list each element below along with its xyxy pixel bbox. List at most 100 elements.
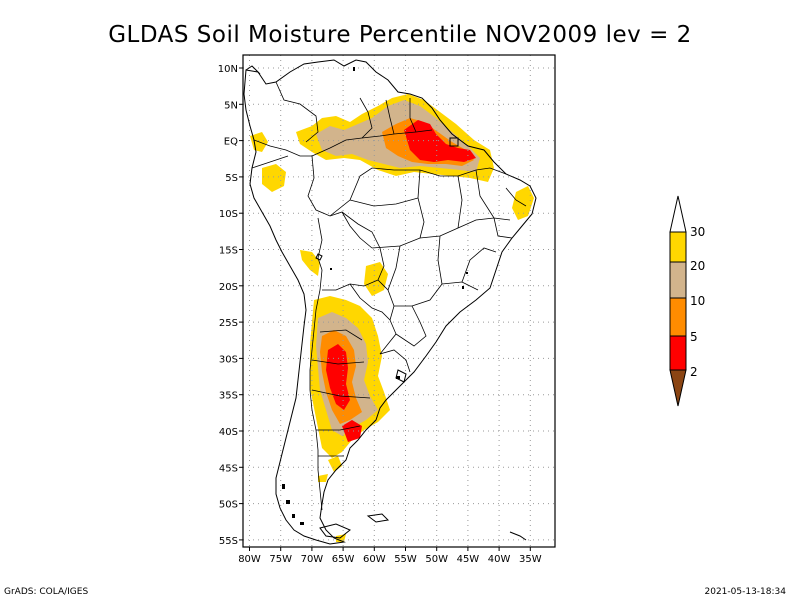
border-suriname-fguiana — [409, 98, 417, 133]
footer-timestamp: 2021-05-13-18:34 — [705, 587, 787, 597]
color-legend: 30 20 10 5 2 — [669, 195, 705, 407]
latitude-tick-label: 5S — [225, 173, 238, 184]
marajo-island — [449, 137, 459, 147]
border-peru-bolivia — [317, 217, 323, 271]
latitude-tick-label: 5N — [224, 100, 238, 111]
shade-yellow-patagonia2 — [318, 474, 328, 482]
border-brazil-states-13 — [475, 167, 507, 175]
legend-label: 5 — [690, 330, 698, 344]
tierra-del-fuego — [319, 523, 351, 539]
longitude-tick-label: 45W — [457, 554, 480, 565]
legend-swatch — [669, 335, 687, 371]
percentile-shading — [250, 94, 534, 542]
border-brazil-states-7 — [441, 281, 479, 291]
lake-specks — [282, 67, 468, 525]
longitude-tick-label: 35W — [519, 554, 542, 565]
border-brazil-states-9 — [395, 305, 427, 347]
border-paraguay-argentina — [349, 283, 391, 321]
border-brazil-states-6 — [394, 235, 443, 307]
border-uruguay-brazil — [379, 349, 411, 373]
border-chile-argentina — [309, 269, 323, 511]
border-ecuador-peru — [251, 155, 289, 169]
south-georgia — [509, 531, 527, 541]
border-colombia-peru — [253, 139, 312, 157]
falklands — [366, 513, 390, 523]
coastlines — [243, 59, 537, 545]
legend-swatch — [669, 231, 687, 263]
border-colombia-venezuela — [275, 81, 319, 143]
longitude-tick-label: 75W — [269, 554, 292, 565]
longitude-axis: 80W 75W 70W 65W 60W 55W 50W 45W 40W 35W — [238, 547, 542, 565]
border-venezuela-guyana — [359, 97, 373, 139]
longitude-tick-label: 65W — [332, 554, 355, 565]
shade-red-north — [404, 120, 476, 162]
latitude-tick-label: 35S — [219, 391, 238, 402]
map-title: GLDAS Soil Moisture Percentile NOV2009 l… — [108, 22, 692, 48]
latitude-tick-label: 50S — [219, 500, 238, 511]
border-paraguay-brazil — [377, 279, 395, 321]
legend-swatch — [669, 297, 687, 337]
border-argentina-prov-3 — [311, 389, 371, 399]
legend-label: 10 — [690, 294, 705, 308]
country-borders — [251, 81, 527, 511]
border-brazil-states-12 — [505, 187, 527, 207]
longitude-tick-label: 80W — [238, 554, 261, 565]
border-bolivia-paraguay — [349, 279, 379, 287]
footer-credit: GrADS: COLA/IGES — [4, 587, 88, 597]
shade-yellow-west2 — [262, 164, 286, 192]
latitude-tick-label: 20S — [219, 282, 238, 293]
legend-swatch — [669, 261, 687, 299]
central-america-coast — [245, 65, 261, 75]
legend-arrow-bottom — [669, 369, 687, 407]
shade-yellow-central — [364, 262, 388, 296]
border-argentina-prov-4 — [316, 425, 361, 431]
longitude-tick-label: 55W — [394, 554, 417, 565]
border-argentina-brazil — [379, 319, 397, 355]
shade-yellow-patagonia1 — [328, 456, 342, 472]
lagoa-dos-patos — [395, 369, 407, 383]
shade-yellow-andes — [300, 250, 320, 276]
border-brazil-states-11 — [493, 217, 513, 239]
border-brazil-states-15 — [394, 169, 477, 177]
border-brazil-states-1 — [371, 217, 495, 249]
latitude-tick-label: 30S — [219, 354, 238, 365]
map-frame — [242, 54, 556, 548]
legend-label: 2 — [690, 365, 698, 379]
border-brazil-states-8 — [387, 245, 401, 291]
border-brazil-states-4 — [457, 175, 463, 229]
border-brazil-states-14 — [329, 167, 395, 217]
latitude-axis: 10N 5N EQ 5S 10S 15S 20S 25S 30S 35S 40S 45S 50S 55S — [218, 64, 243, 547]
border-guyana-suriname — [385, 99, 395, 135]
map-grid — [243, 55, 555, 547]
shade-red-south — [342, 420, 362, 442]
longitude-tick-label: 60W — [363, 554, 386, 565]
border-bolivia-brazil — [341, 211, 385, 281]
shade-red-argentina — [326, 344, 350, 410]
south-america-coastline — [243, 59, 537, 545]
border-bolivia-argentina — [322, 283, 351, 291]
border-brazil-states-5 — [475, 169, 511, 221]
longitude-tick-label: 50W — [425, 554, 448, 565]
map-area — [243, 55, 555, 547]
border-brazil-states-10 — [461, 247, 497, 283]
legend-label: 20 — [690, 259, 705, 273]
border-argentina-prov-2 — [311, 359, 365, 365]
border-argentina-prov-1 — [319, 329, 363, 341]
latitude-tick-label: EQ — [224, 137, 238, 148]
latitude-tick-label: 45S — [219, 463, 238, 474]
border-brazil-north — [311, 129, 433, 157]
latitude-tick-label: 40S — [219, 427, 238, 438]
legend-label: 30 — [690, 225, 705, 239]
lake-titicaca — [315, 253, 323, 261]
legend-arrow-top — [669, 195, 687, 233]
longitude-tick-label: 40W — [488, 554, 511, 565]
latitude-tick-label: 55S — [219, 536, 238, 547]
longitude-tick-label: 70W — [301, 554, 324, 565]
border-peru-brazil — [307, 155, 373, 249]
latitude-tick-label: 10N — [218, 64, 238, 75]
shade-yellow-northeast — [512, 186, 534, 220]
latitude-tick-label: 25S — [219, 318, 238, 329]
latitude-tick-label: 15S — [219, 246, 238, 257]
border-brazil-states-3 — [349, 197, 419, 207]
